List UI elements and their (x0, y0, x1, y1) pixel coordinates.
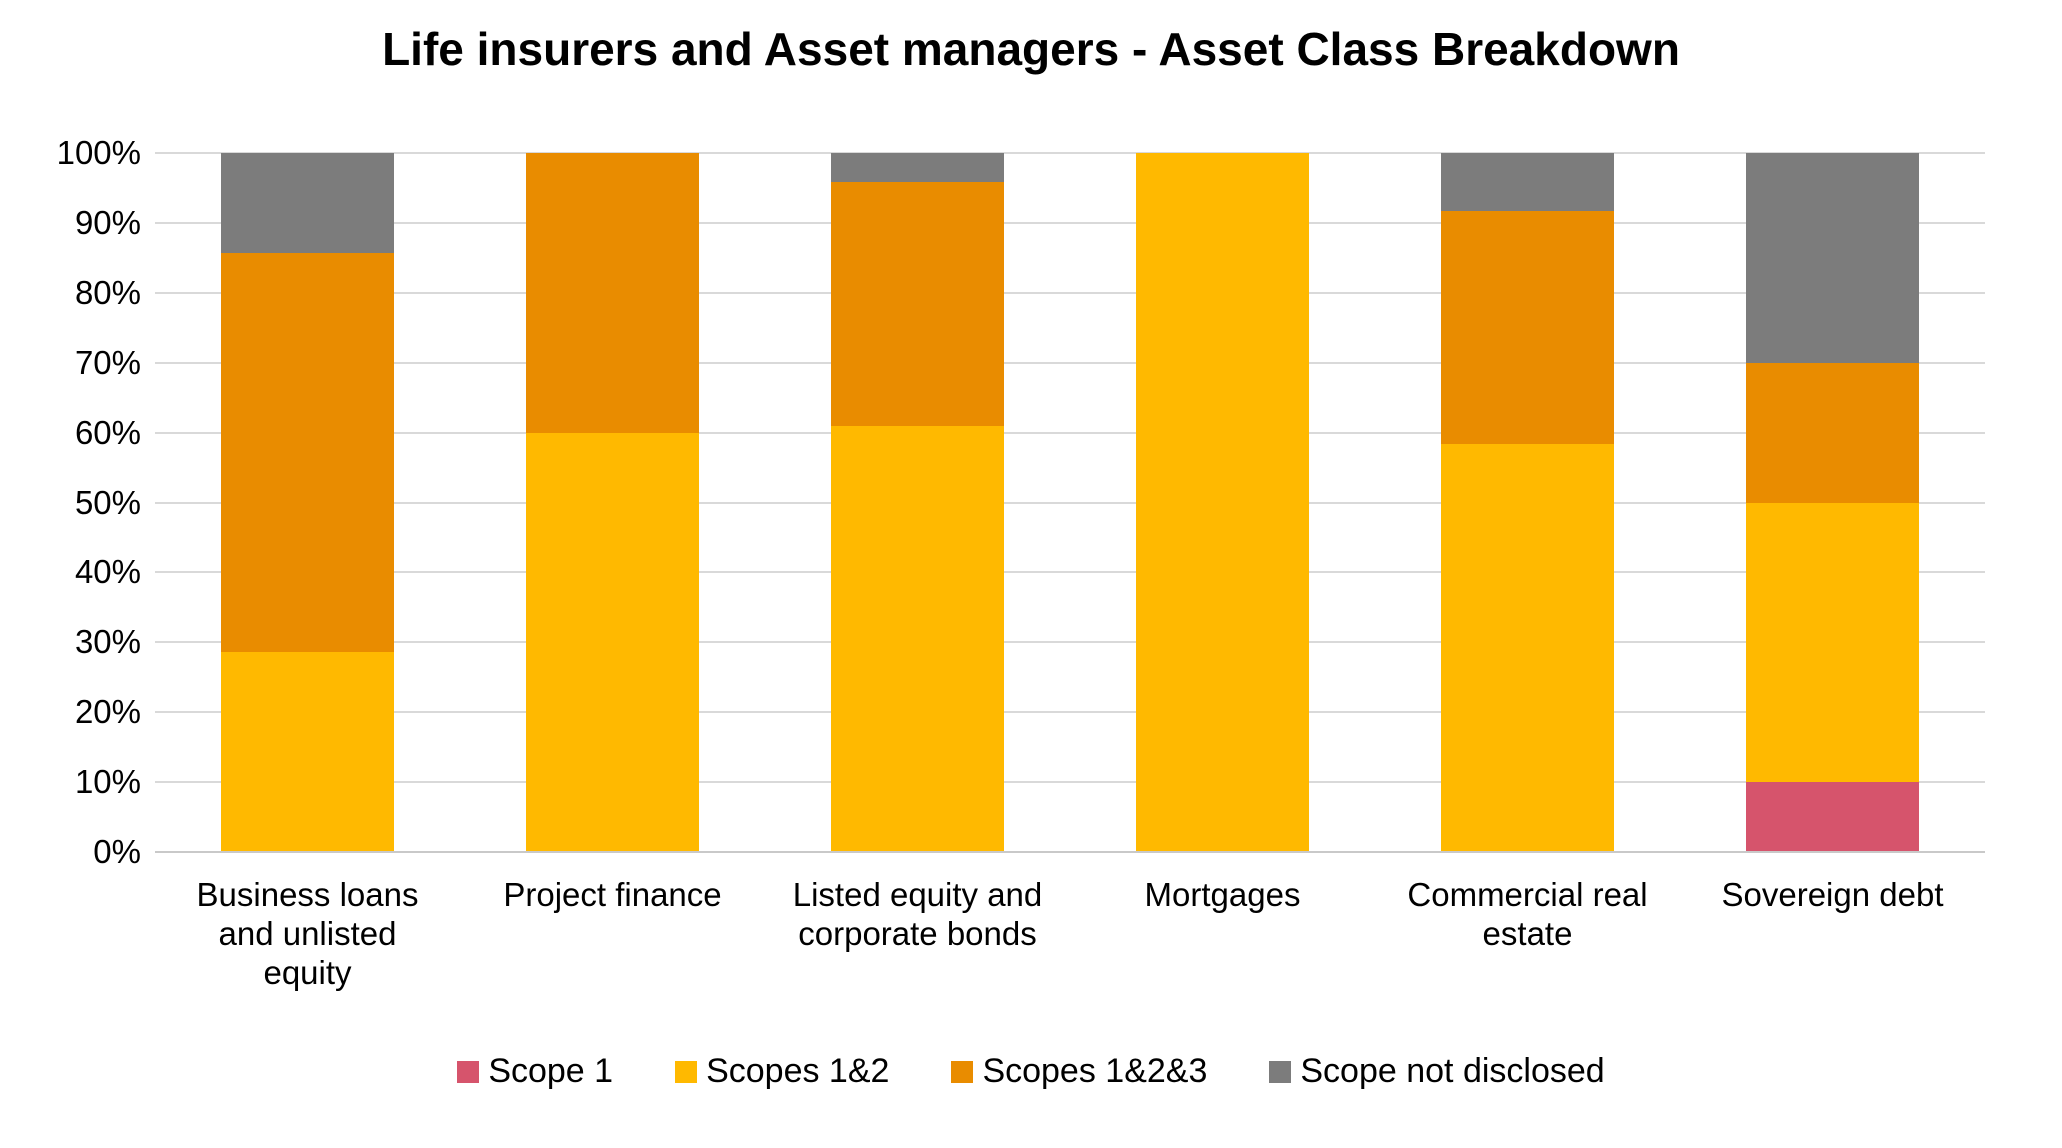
y-axis-tick-label: 60% (74, 413, 141, 451)
bar-business-loans-and-unlisted-equity (220, 153, 395, 852)
x-axis-line (155, 851, 1985, 853)
x-axis-category-label: Business loans and unlisted equity (196, 876, 419, 991)
bar-segment (830, 153, 1005, 183)
bar-segment (220, 652, 395, 852)
gridline-60% (155, 431, 1985, 434)
legend-swatch-icon (457, 1060, 480, 1083)
gridline-50% (155, 501, 1985, 504)
x-axis-label-cell: Commercial real estate (1375, 870, 1680, 993)
x-axis-label-cell: Listed equity and corporate bonds (765, 870, 1070, 993)
legend-swatch-icon (951, 1060, 974, 1083)
bar-segment (1745, 782, 1920, 852)
y-axis-tick-label: 70% (74, 343, 141, 381)
bar-cell (155, 153, 460, 852)
bar-cell (1680, 153, 1985, 852)
bar-segment (1745, 362, 1920, 503)
bar-segment (525, 153, 700, 433)
bar-project-finance (525, 153, 700, 852)
gridline-90% (155, 221, 1985, 224)
bar-segment (1440, 444, 1615, 852)
x-axis-category-label: Sovereign debt (1721, 876, 1944, 913)
legend-label: Scopes 1&2 (706, 1052, 890, 1090)
y-axis-tick-label: 0% (93, 833, 141, 870)
bar-segment (1135, 153, 1310, 852)
bar-mortgages (1135, 153, 1310, 852)
x-axis-category-label: Mortgages (1144, 876, 1301, 913)
legend-swatch-icon (1269, 1060, 1292, 1083)
bar-segment (1440, 153, 1615, 212)
bar-segment (830, 425, 1005, 852)
chart-title: Life insurers and Asset managers - Asset… (382, 23, 1680, 75)
gridline-80% (155, 291, 1985, 294)
gridline-20% (155, 711, 1985, 714)
bar-listed-equity-and-corporate-bonds (830, 153, 1005, 852)
gridline-70% (155, 361, 1985, 364)
bar-segment (220, 252, 395, 653)
y-axis-tick-label: 20% (74, 693, 141, 731)
y-axis-tick-label: 30% (74, 623, 141, 661)
x-axis-label-cell: Mortgages (1070, 870, 1375, 993)
x-axis-label-cell: Project finance (460, 870, 765, 993)
x-axis-labels: Business loans and unlisted equity Projec… (155, 870, 1985, 993)
bar-commercial-real-estate (1440, 153, 1615, 852)
x-axis-label-cell: Sovereign debt (1680, 870, 1985, 993)
y-axis-tick-label: 90% (74, 203, 141, 241)
legend-swatch-icon (675, 1060, 698, 1083)
x-axis-category-label: Project finance (503, 876, 722, 913)
y-axis-tick-label: 80% (74, 273, 141, 311)
bar-segment (1440, 211, 1615, 445)
x-axis-category-label: Listed equity and corporate bonds (792, 876, 1043, 952)
legend-item-scope-not-disclosed: Scope not disclosed (1269, 1052, 1605, 1091)
bar-cell (460, 153, 765, 852)
gridline-30% (155, 641, 1985, 644)
y-axis-tick-label: 10% (74, 763, 141, 801)
bar-cell (1070, 153, 1375, 852)
gridline-100% (155, 152, 1985, 154)
bar-segment (220, 153, 395, 253)
plot-area (155, 152, 1985, 853)
bar-cell (1375, 153, 1680, 852)
gridline-10% (155, 781, 1985, 784)
legend: Scope 1 Scopes 1&2 Scopes 1&2&3 Scope not d… (0, 1052, 2062, 1091)
bar-sovereign-debt (1745, 153, 1920, 852)
legend-label: Scope not disclosed (1300, 1052, 1605, 1090)
bar-segment (1745, 153, 1920, 363)
legend-label: Scope 1 (488, 1052, 614, 1090)
gridline-40% (155, 571, 1985, 574)
x-axis-label-cell: Business loans and unlisted equity (155, 870, 460, 993)
y-axis-tick-label: 100% (56, 134, 141, 171)
legend-item-scopes-1-2: Scopes 1&2 (675, 1052, 889, 1091)
x-axis-category-label: Commercial real estate (1407, 876, 1648, 952)
legend-item-scopes-1-2-3: Scopes 1&2&3 (951, 1052, 1207, 1091)
y-axis-tick-label: 40% (74, 553, 141, 591)
legend-item-scope-1: Scope 1 (457, 1052, 613, 1091)
bars-group (155, 153, 1985, 852)
bar-segment (830, 182, 1005, 426)
bar-segment (525, 432, 700, 852)
bar-cell (765, 153, 1070, 852)
bar-segment (1745, 502, 1920, 783)
y-axis: 0% 10% 20% 30% 40% 50% 60% 70% 80% 90% 100% (0, 134, 141, 870)
legend-label: Scopes 1&2&3 (982, 1052, 1208, 1090)
y-axis-tick-label: 50% (74, 483, 141, 521)
